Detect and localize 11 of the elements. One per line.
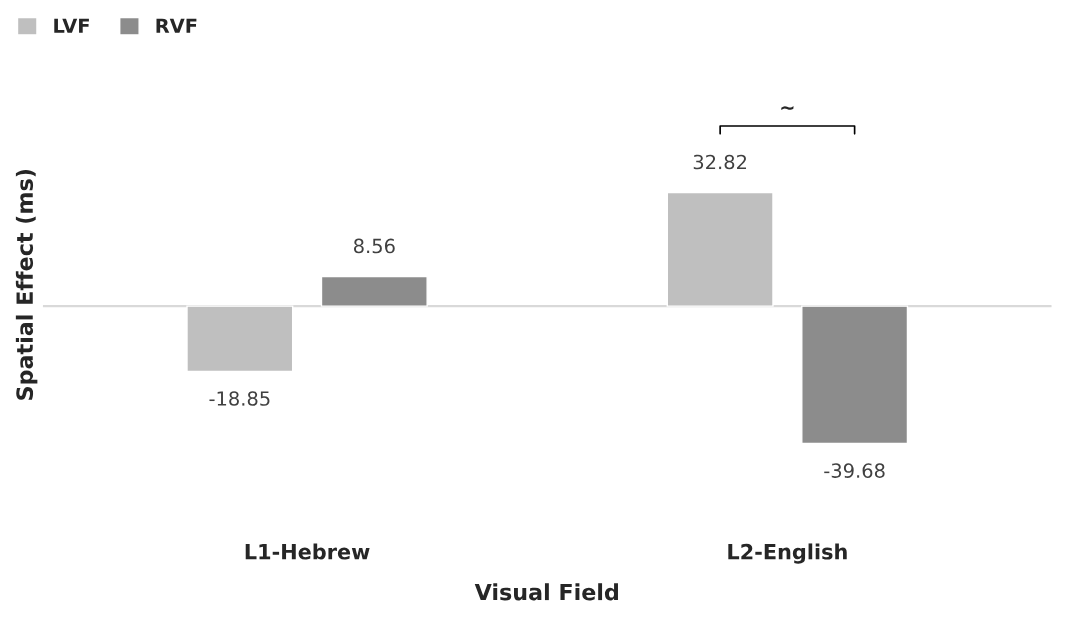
x-axis-title: Visual Field <box>474 583 618 601</box>
x-tick-label: L2-English <box>728 543 847 564</box>
legend-label: LVF <box>54 18 89 33</box>
data-label: 32.82 <box>693 154 747 170</box>
text: ~ <box>781 106 794 111</box>
y-axis-title: Spatial Effect (ms) <box>15 169 38 400</box>
data-label: 8.56 <box>354 238 395 254</box>
data-label: -39.68 <box>824 463 885 478</box>
data-label: -18.85 <box>209 391 270 406</box>
legend-label: RVF <box>156 18 197 33</box>
x-tick-label: L1-Hebrew <box>245 543 370 560</box>
